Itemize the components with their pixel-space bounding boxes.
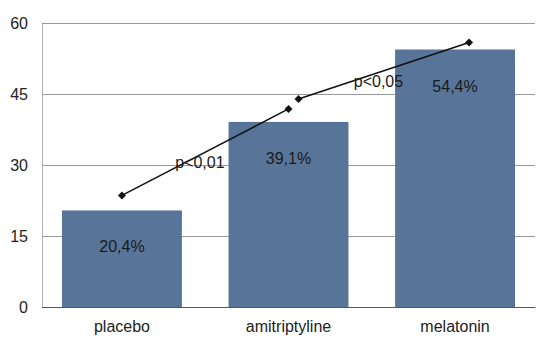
y-tick-label: 60 (10, 15, 28, 32)
bar (229, 122, 349, 307)
significance-marker (285, 105, 293, 113)
x-tick: placebo (94, 307, 150, 335)
data-labels: 20,4% 39,1% 54,4% (99, 78, 477, 256)
x-tick: melatonin (420, 307, 489, 335)
x-tick-label: melatonin (420, 318, 489, 335)
x-tick: amitriptyline (246, 307, 331, 335)
x-tick-label: placebo (94, 318, 150, 335)
annotations: p<0,01 p<0,05 (118, 39, 473, 200)
data-label: 20,4% (99, 238, 144, 255)
y-tick-label: 15 (10, 228, 28, 245)
significance-marker (465, 39, 473, 47)
x-axis: placebo amitriptyline melatonin (43, 307, 536, 335)
grid-line (42, 307, 535, 308)
significance-marker (118, 191, 126, 199)
y-axis: 0 15 30 45 60 (10, 15, 535, 316)
y-tick-label: 0 (19, 299, 28, 316)
bars (62, 50, 515, 307)
y-tick: 60 (10, 15, 535, 32)
significance-marker (295, 95, 303, 103)
bar (62, 210, 182, 307)
data-label: 39,1% (266, 150, 311, 167)
annotation: p<0,01 (175, 154, 224, 171)
plot: 0 15 30 45 60 placebo amitriptyline melatonin 20… (10, 15, 535, 336)
chart: 0 15 30 45 60 placebo amitriptyline melatonin 20… (0, 0, 550, 358)
y-tick-label: 45 (10, 86, 28, 103)
x-tick-label: amitriptyline (246, 318, 331, 335)
bar (395, 50, 515, 307)
annotation: p<0,05 (354, 73, 403, 90)
data-label: 54,4% (432, 78, 477, 95)
x-axis-line (43, 307, 536, 308)
significance-line (122, 109, 289, 196)
y-tick-label: 30 (10, 157, 28, 174)
grid-line (42, 23, 535, 24)
y-axis-line (43, 24, 536, 308)
significance-line (299, 43, 470, 99)
